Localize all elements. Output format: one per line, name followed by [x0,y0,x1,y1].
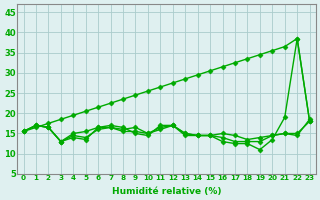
X-axis label: Humidité relative (%): Humidité relative (%) [112,187,221,196]
